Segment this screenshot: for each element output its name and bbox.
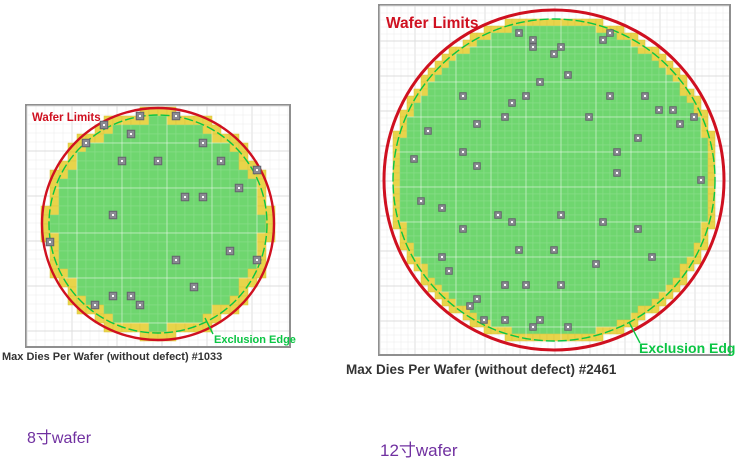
wafer-map-panel-12inch: Wafer Limits Exclusion Edge: [378, 4, 735, 356]
wafer-map-8inch: Wafer Limits Exclusion Edge: [26, 105, 296, 346]
wafer-map-panel-8inch: Wafer Limits Exclusion Edge: [25, 104, 296, 348]
exclusion-edge-label: Exclusion Edge: [214, 334, 296, 346]
info-block-12inch: 12寸wafer Die尺寸: 5*5mm 产出数: 2461pcs: [380, 396, 509, 462]
caption-8inch: Max Dies Per Wafer (without defect) #103…: [2, 351, 223, 363]
die-grid-12inch: [379, 5, 729, 354]
info-block-8inch: 8寸wafer Die尺寸: 5*5mm 产出数: 1033pcs: [27, 386, 149, 462]
wafer-limits-label: Wafer Limits: [32, 112, 101, 124]
exclusion-edge-pointer-line: [204, 317, 214, 335]
die-grid-8inch: [26, 105, 289, 346]
exclusion-edge-label: Exclusion Edge: [639, 340, 735, 356]
exclusion-edge-pointer-line: [628, 321, 641, 344]
caption-12inch: Max Dies Per Wafer (without defect) #246…: [346, 362, 617, 377]
info-line-wafer-size: 8寸wafer: [27, 430, 92, 447]
info-line-wafer-size: 12寸wafer: [380, 441, 458, 460]
wafer-map-12inch: Wafer Limits Exclusion Edge: [379, 5, 735, 356]
wafer-limits-label: Wafer Limits: [386, 15, 478, 32]
